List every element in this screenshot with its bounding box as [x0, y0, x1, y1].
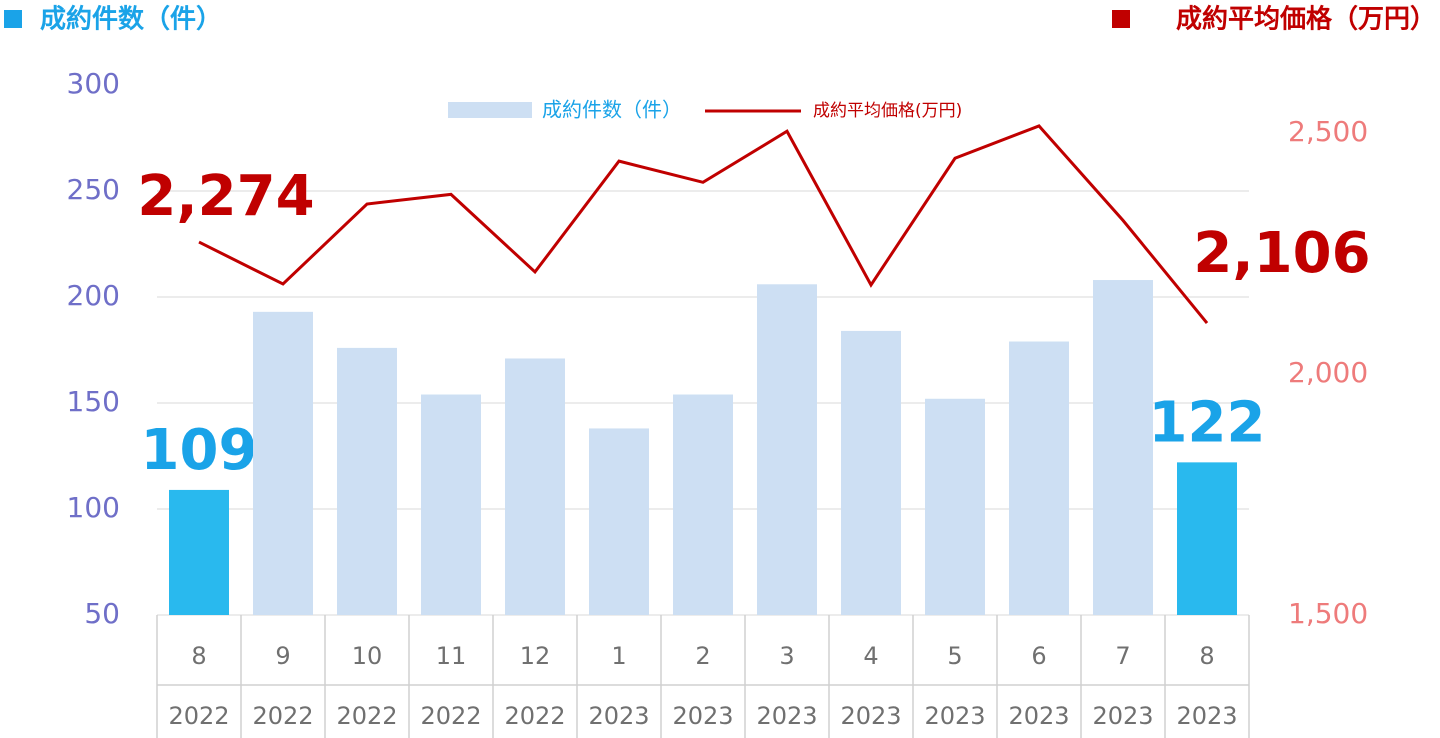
line-value-label: 2,106 — [1193, 221, 1370, 286]
bar — [505, 358, 565, 615]
legend-label: 成約平均価格(万円) — [813, 101, 962, 121]
x-group-label: 2023 — [672, 702, 733, 730]
x-group-label: 2023 — [1008, 702, 1069, 730]
x-group-label: 2023 — [1176, 702, 1237, 730]
x-group-label: 2022 — [252, 702, 313, 730]
y-tick-label: 200 — [67, 279, 120, 312]
y-tick-label: 250 — [67, 173, 120, 206]
x-tick-label: 8 — [191, 642, 206, 670]
y2-tick-label: 2,000 — [1288, 356, 1368, 389]
bar — [841, 330, 901, 615]
line-value-label: 2,274 — [137, 164, 314, 229]
y-tick-label: 150 — [67, 385, 120, 418]
bar-value-label: 109 — [141, 418, 258, 483]
x-group-label: 2022 — [420, 702, 481, 730]
x-group-label: 2023 — [756, 702, 817, 730]
bar — [337, 347, 397, 615]
x-group-label: 2022 — [504, 702, 565, 730]
x-tick-label: 1 — [611, 642, 626, 670]
bar — [673, 394, 733, 615]
bar — [169, 489, 229, 615]
x-tick-label: 12 — [520, 642, 551, 670]
x-group-label: 2023 — [1092, 702, 1153, 730]
y-axis-title: 成約件数（件） — [40, 4, 222, 35]
x-tick-label: 10 — [352, 642, 383, 670]
x-tick-label: 7 — [1115, 642, 1130, 670]
y2-tick-label: 1,500 — [1288, 597, 1368, 630]
y2-axis-title: 成約平均価格（万円） — [1176, 4, 1436, 35]
y-tick-label: 100 — [67, 491, 120, 524]
bar — [253, 311, 313, 615]
bar-value-label: 122 — [1149, 391, 1266, 456]
legend-swatch — [448, 102, 532, 118]
x-group-label: 2022 — [336, 702, 397, 730]
x-tick-label: 6 — [1031, 642, 1046, 670]
x-tick-label: 2 — [695, 642, 710, 670]
x-group-label: 2022 — [168, 702, 229, 730]
y2-label-marker — [1112, 10, 1130, 28]
x-tick-label: 11 — [436, 642, 467, 670]
bar — [589, 428, 649, 615]
x-tick-label: 8 — [1199, 642, 1214, 670]
y-tick-label: 50 — [84, 597, 120, 630]
bar — [1177, 462, 1237, 615]
x-group-label: 2023 — [924, 702, 985, 730]
x-tick-label: 9 — [275, 642, 290, 670]
x-group-label: 2023 — [588, 702, 649, 730]
line — [198, 124, 1209, 324]
y-label-marker — [4, 10, 22, 28]
bar — [1093, 280, 1153, 615]
y-tick-label: 300 — [67, 67, 120, 100]
y2-tick-label: 2,500 — [1288, 115, 1368, 148]
x-group-label: 2023 — [840, 702, 901, 730]
bar — [421, 394, 481, 615]
bar — [925, 398, 985, 615]
x-tick-label: 4 — [863, 642, 878, 670]
x-tick-label: 3 — [779, 642, 794, 670]
legend-label: 成約件数（件） — [542, 98, 682, 122]
bar — [1009, 341, 1069, 615]
bar — [757, 284, 817, 615]
x-tick-label: 5 — [947, 642, 962, 670]
